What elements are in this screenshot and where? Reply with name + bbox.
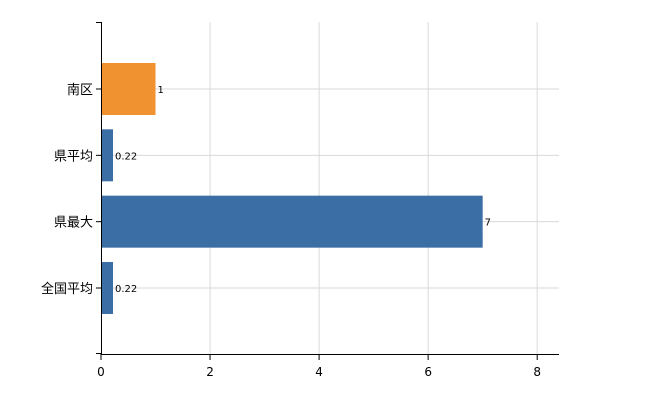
data-label: 7 [485,218,491,229]
category-label: 県平均 [54,149,93,164]
data-label: 1 [158,85,164,96]
category-label: 県最大 [54,216,93,231]
bar [101,129,113,182]
data-label: 0.22 [115,151,137,162]
bar [101,261,113,314]
x-tick-label: 6 [424,365,432,379]
data-label: 0.22 [115,284,137,295]
x-tick-label: 2 [206,365,214,379]
x-tick-label: 0 [97,365,105,379]
bar [101,195,483,248]
axis-layer [96,22,559,360]
bar [101,63,156,115]
x-tick-label: 8 [533,365,541,379]
grid-layer [101,22,559,354]
bar-layer [101,63,483,314]
category-label: 南区 [67,82,93,98]
label-layer: 1 南区 0.22 県平均 7 県最大 0.22 全国平均 0 2 4 6 8 [41,82,541,379]
category-label: 全国平均 [41,281,93,297]
x-tick-label: 4 [315,365,323,379]
